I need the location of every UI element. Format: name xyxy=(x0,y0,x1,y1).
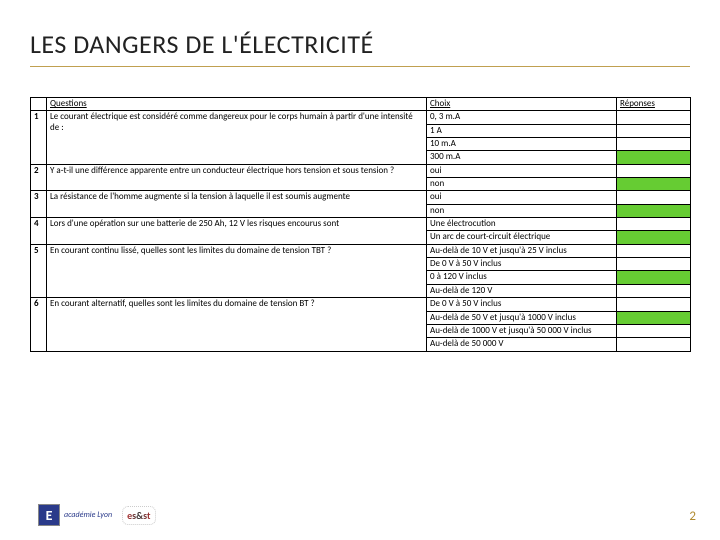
academie-icon: E xyxy=(38,504,60,526)
choice-text: Au-delà de 50 000 V xyxy=(427,338,617,351)
table-row: 5En courant continu lissé, quelles sont … xyxy=(31,244,691,257)
table-row: 4Lors d'une opération sur une batterie d… xyxy=(31,218,691,231)
page-title: LES DANGERS DE L'ÉLECTRICITÉ xyxy=(30,28,690,67)
response-cell xyxy=(617,218,691,231)
choice-text: Au-delà de 10 V et jusqu'à 25 V inclus xyxy=(427,244,617,257)
choice-text: oui xyxy=(427,191,617,204)
row-number: 6 xyxy=(31,298,47,351)
col-choix-header: Choix xyxy=(427,98,617,111)
question-text: Lors d'une opération sur une batterie de… xyxy=(47,218,427,245)
academie-text: académie Lyon xyxy=(64,510,112,520)
response-cell xyxy=(617,311,691,324)
choice-text: non xyxy=(427,204,617,217)
choice-text: Une électrocution xyxy=(427,218,617,231)
table-row: 2Y a-t-il une différence apparente entre… xyxy=(31,164,691,177)
response-cell xyxy=(617,338,691,351)
quiz-table: QuestionsChoixRéponses1Le courant électr… xyxy=(30,97,691,352)
row-number: 2 xyxy=(31,164,47,191)
question-text: En courant alternatif, quelles sont les … xyxy=(47,298,427,351)
question-text: En courant continu lissé, quelles sont l… xyxy=(47,244,427,297)
page-number: 2 xyxy=(689,509,696,524)
choice-text: 0, 3 m.A xyxy=(427,111,617,124)
esst-logo: es&st xyxy=(122,506,155,525)
choice-text: non xyxy=(427,178,617,191)
choice-text: 1 A xyxy=(427,124,617,137)
choice-text: De 0 V à 50 V inclus xyxy=(427,298,617,311)
col-num-header xyxy=(31,98,47,111)
response-cell xyxy=(617,138,691,151)
response-cell xyxy=(617,191,691,204)
choice-text: De 0 V à 50 V inclus xyxy=(427,258,617,271)
choice-text: oui xyxy=(427,164,617,177)
col-reponses-header: Réponses xyxy=(617,98,691,111)
choice-text: Un arc de court-circuit électrique xyxy=(427,231,617,244)
response-cell xyxy=(617,231,691,244)
response-cell xyxy=(617,111,691,124)
response-cell xyxy=(617,164,691,177)
academie-logo: E académie Lyon xyxy=(38,504,112,526)
choice-text: 10 m.A xyxy=(427,138,617,151)
choice-text: Au-delà de 120 V xyxy=(427,284,617,297)
response-cell xyxy=(617,178,691,191)
row-number: 4 xyxy=(31,218,47,245)
choice-text: 300 m.A xyxy=(427,151,617,164)
response-cell xyxy=(617,151,691,164)
response-cell xyxy=(617,244,691,257)
response-cell xyxy=(617,124,691,137)
choice-text: 0 à 120 V inclus xyxy=(427,271,617,284)
row-number: 3 xyxy=(31,191,47,218)
question-text: Le courant électrique est considéré comm… xyxy=(47,111,427,164)
response-cell xyxy=(617,324,691,337)
question-text: La résistance de l'homme augmente si la … xyxy=(47,191,427,218)
col-questions-header: Questions xyxy=(47,98,427,111)
row-number: 1 xyxy=(31,111,47,164)
question-text: Y a-t-il une différence apparente entre … xyxy=(47,164,427,191)
response-cell xyxy=(617,258,691,271)
response-cell xyxy=(617,284,691,297)
response-cell xyxy=(617,298,691,311)
row-number: 5 xyxy=(31,244,47,297)
response-cell xyxy=(617,271,691,284)
response-cell xyxy=(617,204,691,217)
table-row: 6En courant alternatif, quelles sont les… xyxy=(31,298,691,311)
footer-logos: E académie Lyon es&st xyxy=(38,504,156,526)
choice-text: Au-delà de 50 V et jusqu'à 1000 V inclus xyxy=(427,311,617,324)
choice-text: Au-delà de 1000 V et jusqu'à 50 000 V in… xyxy=(427,324,617,337)
table-row: 3La résistance de l'homme augmente si la… xyxy=(31,191,691,204)
table-row: 1Le courant électrique est considéré com… xyxy=(31,111,691,124)
